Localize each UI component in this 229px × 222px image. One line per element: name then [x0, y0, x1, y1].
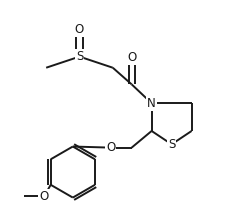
- Text: S: S: [167, 138, 174, 151]
- Text: N: N: [147, 97, 155, 110]
- Text: S: S: [76, 50, 83, 63]
- Text: O: O: [74, 24, 84, 36]
- Text: O: O: [106, 141, 115, 154]
- Text: O: O: [126, 51, 136, 64]
- Text: O: O: [39, 190, 48, 203]
